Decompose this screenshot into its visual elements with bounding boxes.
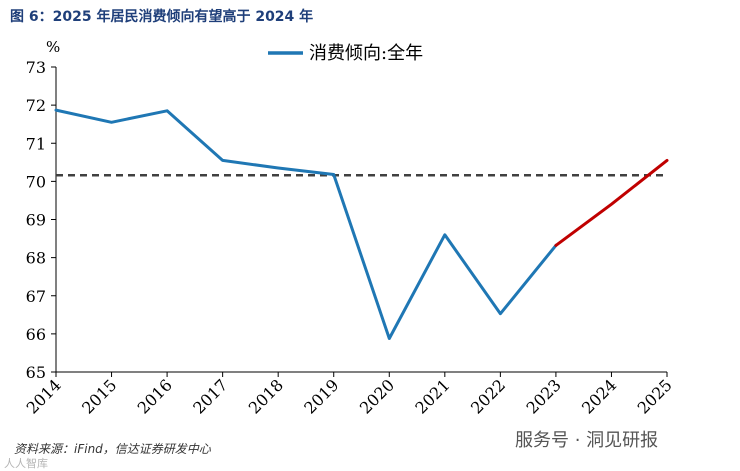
- x-tick-label: 2022: [467, 375, 509, 417]
- y-tick-label: 72: [26, 96, 46, 115]
- watermark-corner: 人人智库: [4, 457, 48, 470]
- figure-title: 图 6：2025 年居民消费倾向有望高于 2024 年: [10, 9, 314, 25]
- y-tick-label: 68: [26, 249, 46, 268]
- x-tick-label: 2024: [578, 375, 620, 417]
- x-tick-label: 2023: [523, 375, 565, 417]
- x-axis: 2014 2015 2016 2017 2018 2019 2020 2021 2022 2023…: [23, 371, 676, 418]
- legend: 消费倾向:全年: [268, 43, 423, 64]
- series-line-forecast: [554, 158, 669, 247]
- watermark: 服务号 · 洞见研报: [515, 430, 659, 451]
- y-tick-label: 67: [26, 287, 46, 306]
- x-tick-label: 2016: [134, 375, 176, 417]
- source-note: 资料来源：iFind，信达证券研发中心: [14, 442, 211, 456]
- y-axis-unit-label: %: [46, 38, 60, 56]
- y-axis: 65 66 67 68 69 70 71 72 73: [26, 58, 57, 382]
- x-tick-label: 2021: [411, 375, 453, 417]
- series-group: [54, 108, 669, 340]
- y-tick-label: 66: [26, 325, 46, 344]
- series-line-actual: [54, 108, 558, 340]
- legend-label: 消费倾向:全年: [309, 43, 423, 64]
- x-tick-label: 2019: [300, 375, 342, 417]
- x-tick-label: 2015: [78, 375, 120, 417]
- y-tick-label: 69: [26, 211, 46, 230]
- x-tick-label: 2018: [245, 375, 287, 417]
- y-tick-label: 73: [26, 58, 46, 77]
- y-tick-label: 71: [26, 134, 46, 153]
- x-tick-label: 2025: [634, 375, 676, 417]
- x-tick-label: 2020: [356, 375, 398, 417]
- y-tick-label: 70: [26, 172, 46, 191]
- x-tick-label: 2017: [189, 375, 231, 417]
- y-tick-label: 65: [26, 363, 46, 382]
